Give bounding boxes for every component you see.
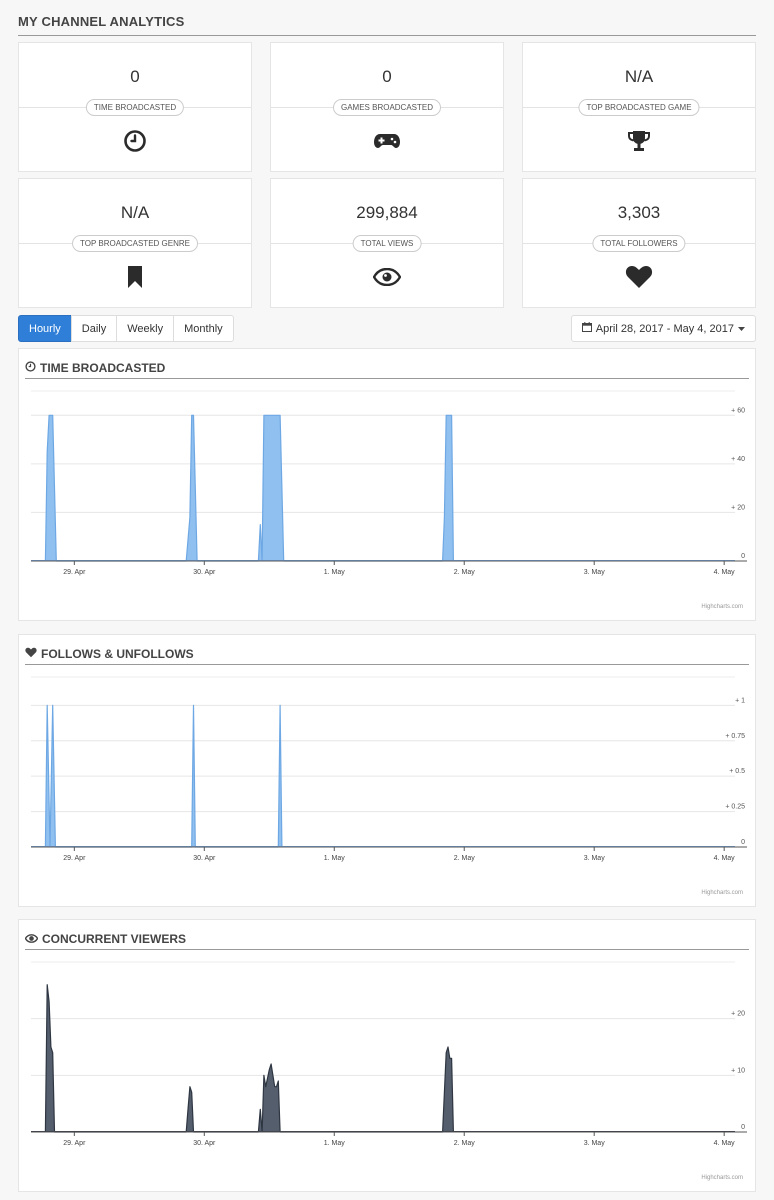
- panel-header: TIME BROADCASTED: [25, 357, 749, 379]
- stat-label: TOP BROADCASTED GAME: [578, 99, 700, 116]
- page-title: MY CHANNEL ANALYTICS: [18, 14, 756, 36]
- y-tick-label: + 10: [731, 1067, 745, 1074]
- x-tick-label: 30. Apr: [193, 569, 216, 576]
- x-tick-label: 3. May: [584, 855, 606, 862]
- highcharts-credit[interactable]: Highcharts.com: [701, 604, 743, 610]
- stat-card-total-views: 299,884 TOTAL VIEWS: [270, 178, 504, 308]
- highcharts-credit[interactable]: Highcharts.com: [701, 1175, 743, 1181]
- series-line: [44, 984, 454, 1133]
- x-tick-label: 29. Apr: [63, 569, 86, 576]
- time-broadcasted-panel: TIME BROADCASTED 0 + 20 + 40 + 60 29. Apr 30.…: [18, 348, 756, 621]
- stat-card-total-followers: 3,303 TOTAL FOLLOWERS: [522, 178, 756, 308]
- trophy-icon: [625, 127, 653, 155]
- x-tick-label: 1. May: [324, 1140, 346, 1147]
- stat-value: N/A: [120, 203, 150, 222]
- x-tick-label: 4. May: [714, 569, 736, 576]
- stat-value: 299,884: [356, 203, 418, 222]
- follows-unfollows-panel: FOLLOWS & UNFOLLOWS 0 + 0.25 + 0.5 + 0.75 + …: [18, 634, 756, 907]
- y-tick-label: 0: [741, 553, 745, 560]
- highcharts-credit[interactable]: Highcharts.com: [701, 890, 743, 896]
- x-tick-label: 29. Apr: [63, 1140, 86, 1147]
- stat-value: N/A: [624, 67, 654, 86]
- stat-card-top-genre: N/A TOP BROADCASTED GENRE: [18, 178, 252, 308]
- calendar-icon: [581, 322, 592, 335]
- caret-down-icon: [738, 323, 745, 335]
- follows-unfollows-chart: 0 + 0.25 + 0.5 + 0.75 + 1 29. Apr 30. Apr 1. Ma…: [31, 676, 747, 862]
- x-tick-label: 30. Apr: [193, 855, 216, 862]
- series-line: [44, 414, 454, 562]
- stat-card-time-broadcasted: 0 TIME BROADCASTED: [18, 42, 252, 172]
- heart-icon: [625, 263, 653, 291]
- panel-header: FOLLOWS & UNFOLLOWS: [25, 643, 749, 665]
- x-tick-label: 2. May: [454, 569, 476, 576]
- x-tick-label: 2. May: [454, 855, 476, 862]
- date-range-label: April 28, 2017 - May 4, 2017: [595, 322, 734, 335]
- stat-card-games-broadcasted: 0 GAMES BROADCASTED: [270, 42, 504, 172]
- clock-icon: [25, 360, 36, 375]
- x-tick-label: 3. May: [584, 1140, 606, 1147]
- period-tabs: Hourly Daily Weekly Monthly: [18, 315, 234, 342]
- bookmark-icon: [121, 263, 149, 291]
- x-tick-label: 4. May: [714, 1140, 736, 1147]
- stat-label: TOP BROADCASTED GENRE: [72, 235, 198, 252]
- y-tick-label: + 60: [731, 407, 745, 414]
- tab-weekly[interactable]: Weekly: [116, 315, 175, 342]
- tab-daily[interactable]: Daily: [70, 315, 118, 342]
- y-tick-label: + 20: [731, 1011, 745, 1018]
- series-area: [45, 415, 454, 561]
- panel-title: CONCURRENT VIEWERS: [42, 931, 187, 946]
- x-tick-label: 4. May: [714, 855, 736, 862]
- y-tick-label: + 1: [735, 697, 745, 704]
- y-tick-label: + 40: [731, 456, 745, 463]
- panel-title: FOLLOWS & UNFOLLOWS: [41, 646, 194, 661]
- stat-label: TOTAL FOLLOWERS: [592, 235, 686, 252]
- clock-icon: [121, 127, 149, 155]
- stat-value: 0: [382, 67, 392, 86]
- eye-icon: [373, 263, 401, 291]
- stat-value: 3,303: [617, 203, 661, 222]
- tab-hourly[interactable]: Hourly: [18, 315, 72, 342]
- y-tick-label: 0: [741, 839, 745, 846]
- x-tick-label: 29. Apr: [63, 855, 86, 862]
- series-area: [45, 984, 454, 1132]
- x-tick-label: 30. Apr: [193, 1140, 216, 1147]
- time-broadcasted-chart: 0 + 20 + 40 + 60 29. Apr 30. Apr 1. May 2. May 3…: [31, 390, 747, 576]
- y-tick-label: + 0.5: [729, 768, 745, 775]
- stat-value: 0: [130, 67, 140, 86]
- eye-icon: [24, 932, 39, 946]
- x-tick-label: 1. May: [324, 569, 346, 576]
- stat-label: TIME BROADCASTED: [85, 99, 185, 116]
- x-tick-label: 2. May: [454, 1140, 476, 1147]
- stat-label: TOTAL VIEWS: [352, 235, 422, 252]
- y-tick-label: + 20: [731, 504, 745, 511]
- stat-label: GAMES BROADCASTED: [332, 99, 442, 116]
- concurrent-viewers-chart: 0 + 10 + 20 29. Apr 30. Apr 1. May 2. May 3. Ma…: [31, 961, 747, 1147]
- y-tick-label: 0: [741, 1124, 745, 1131]
- heart-icon: [25, 647, 37, 661]
- y-tick-label: + 0.75: [725, 733, 745, 740]
- stat-card-top-game: N/A TOP BROADCASTED GAME: [522, 42, 756, 172]
- gamepad-icon: [373, 127, 401, 155]
- tab-monthly[interactable]: Monthly: [173, 315, 234, 342]
- x-tick-label: 1. May: [324, 855, 346, 862]
- panel-header: CONCURRENT VIEWERS: [24, 928, 749, 950]
- date-range-button[interactable]: April 28, 2017 - May 4, 2017: [570, 315, 756, 342]
- panel-title: TIME BROADCASTED: [40, 360, 166, 375]
- y-tick-label: + 0.25: [725, 804, 745, 811]
- concurrent-viewers-panel: CONCURRENT VIEWERS 0 + 10 + 20 29. Apr 30. A…: [18, 919, 756, 1192]
- x-tick-label: 3. May: [584, 569, 606, 576]
